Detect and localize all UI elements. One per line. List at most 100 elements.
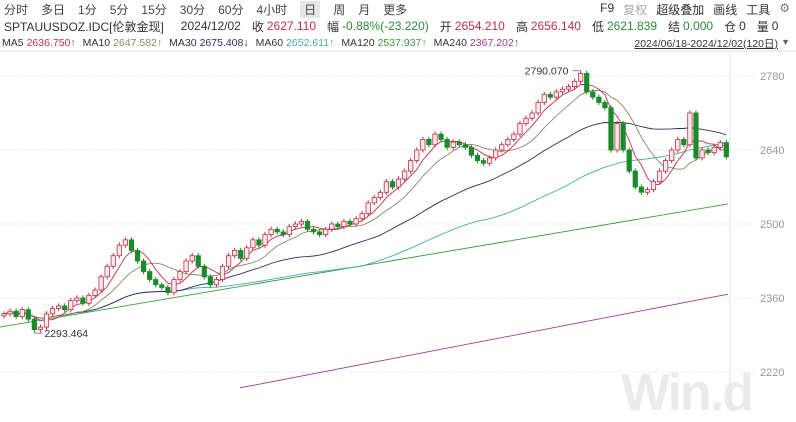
y-tick-label: 2220 [760, 367, 784, 379]
toolbar-button[interactable]: 超级叠加 [656, 3, 705, 17]
period-tab[interactable]: 周 [333, 2, 346, 17]
candle-body [608, 107, 614, 151]
candle-body [517, 123, 523, 135]
period-tab[interactable]: 30分 [179, 2, 206, 17]
ma-value: 2367.202↑ [469, 37, 519, 49]
candle-body [426, 139, 432, 146]
candle-body [310, 228, 317, 233]
candle-body [335, 223, 341, 228]
candle-body [541, 94, 547, 103]
candle-body [383, 181, 390, 193]
period-tab[interactable]: 分时 [4, 2, 29, 17]
candle-body [347, 220, 353, 225]
oi-value: 0 [739, 19, 746, 33]
candle-body [153, 279, 159, 286]
candle-body [80, 297, 86, 304]
candle-body [705, 149, 711, 154]
toolbar-button[interactable]: 工具 [746, 3, 771, 17]
candle-body [656, 170, 663, 183]
candle-body [523, 117, 529, 124]
candle-body [274, 228, 280, 233]
high-label: 高 [515, 19, 528, 34]
candle-body [681, 139, 687, 146]
low-label: 低 [591, 19, 604, 34]
toolbar-button[interactable]: 画线 [713, 3, 738, 17]
candle-body [444, 139, 450, 148]
y-tick-label: 2780 [760, 71, 784, 83]
annotation-label: 2790.070 [525, 66, 569, 78]
candle-body [553, 91, 559, 98]
candle-body [147, 271, 153, 280]
candle-body [317, 231, 323, 235]
toolbar-button[interactable]: F9 [600, 1, 615, 15]
candle-body [596, 96, 602, 103]
candle-body [62, 305, 68, 311]
candle-body [256, 239, 262, 246]
candle-body [183, 260, 189, 272]
candle-body [626, 149, 632, 172]
candle-body [365, 202, 371, 214]
period-tab[interactable]: 更多 [383, 2, 408, 17]
candle-body [565, 86, 572, 90]
close-label: 收 [251, 19, 264, 34]
ma30-line [3, 121, 727, 319]
period-tab[interactable]: 日 [300, 0, 321, 18]
candle-body [408, 160, 414, 172]
period-tab[interactable]: 15分 [141, 2, 167, 17]
candle-body [232, 250, 238, 257]
ma-name: MA240 [433, 37, 467, 49]
period-tab[interactable]: 4小时 [256, 2, 288, 17]
candle-body [68, 300, 74, 311]
period-tab[interactable]: 1分 [78, 2, 97, 17]
period-tab[interactable]: 月 [358, 2, 371, 17]
candle-body [559, 88, 566, 93]
toolbar-button[interactable]: 复权 [623, 3, 648, 17]
candle-body [486, 157, 493, 164]
candle-body [37, 326, 44, 331]
date-range[interactable]: 2024/06/18-2024/12/02(120日) [634, 38, 778, 50]
candle-body [56, 305, 62, 309]
period-tab[interactable]: 多日 [41, 2, 66, 17]
ma-name: MA5 [2, 37, 24, 49]
symbol: SPTAUUSDOZ.IDC[伦敦金现] [4, 19, 164, 34]
candle-body [614, 123, 620, 151]
candle-body [292, 223, 298, 228]
candle-body [578, 72, 584, 82]
ma-name: MA60 [255, 37, 284, 49]
candlestick-chart[interactable]: 2220 2360 2500 2640 2780 2790.070 2293.464 [0, 0, 796, 411]
candle-body [420, 139, 426, 151]
gear-icon[interactable]: ⚙ [779, 1, 790, 15]
ma-name: MA30 [169, 37, 197, 49]
candle-body [43, 313, 50, 328]
ma-name: MA10 [82, 37, 111, 49]
candle-body [141, 260, 147, 272]
candle-body [395, 178, 402, 188]
candle-body [711, 146, 717, 154]
ma-legend: MA5 2636.750↑ MA10 2647.582↑ MA30 2675.408↓ MA… [2, 35, 526, 51]
candle-body [213, 279, 220, 286]
candle-body [571, 80, 578, 87]
high-value: 2656.140 [530, 19, 581, 33]
candle-body [693, 112, 699, 159]
close-value: 2627.110 [266, 19, 317, 33]
candle-body [474, 154, 481, 161]
candle-body [377, 191, 383, 198]
candle-body [584, 72, 590, 93]
candle-body [402, 170, 408, 180]
vol-label: 量 [756, 19, 769, 34]
candle-body [450, 141, 456, 148]
candle-body [323, 228, 329, 235]
candle-body [201, 265, 207, 278]
candle-body [110, 255, 116, 267]
dropdown-triangle-icon[interactable]: ▼ [781, 37, 790, 47]
candle-body [638, 186, 644, 193]
candle-body [505, 139, 511, 146]
candle-body [298, 220, 305, 225]
quote-bar: SPTAUUSDOZ.IDC[伦敦金现] 2024/12/02 收 2627.11… [4, 18, 781, 34]
candle-body [219, 265, 226, 280]
period-tab[interactable]: 5分 [109, 2, 129, 17]
period-tab[interactable]: 60分 [218, 2, 244, 17]
candle-body [602, 102, 608, 109]
ma-value: 2647.582↑ [113, 37, 163, 49]
candle-body [49, 308, 56, 315]
